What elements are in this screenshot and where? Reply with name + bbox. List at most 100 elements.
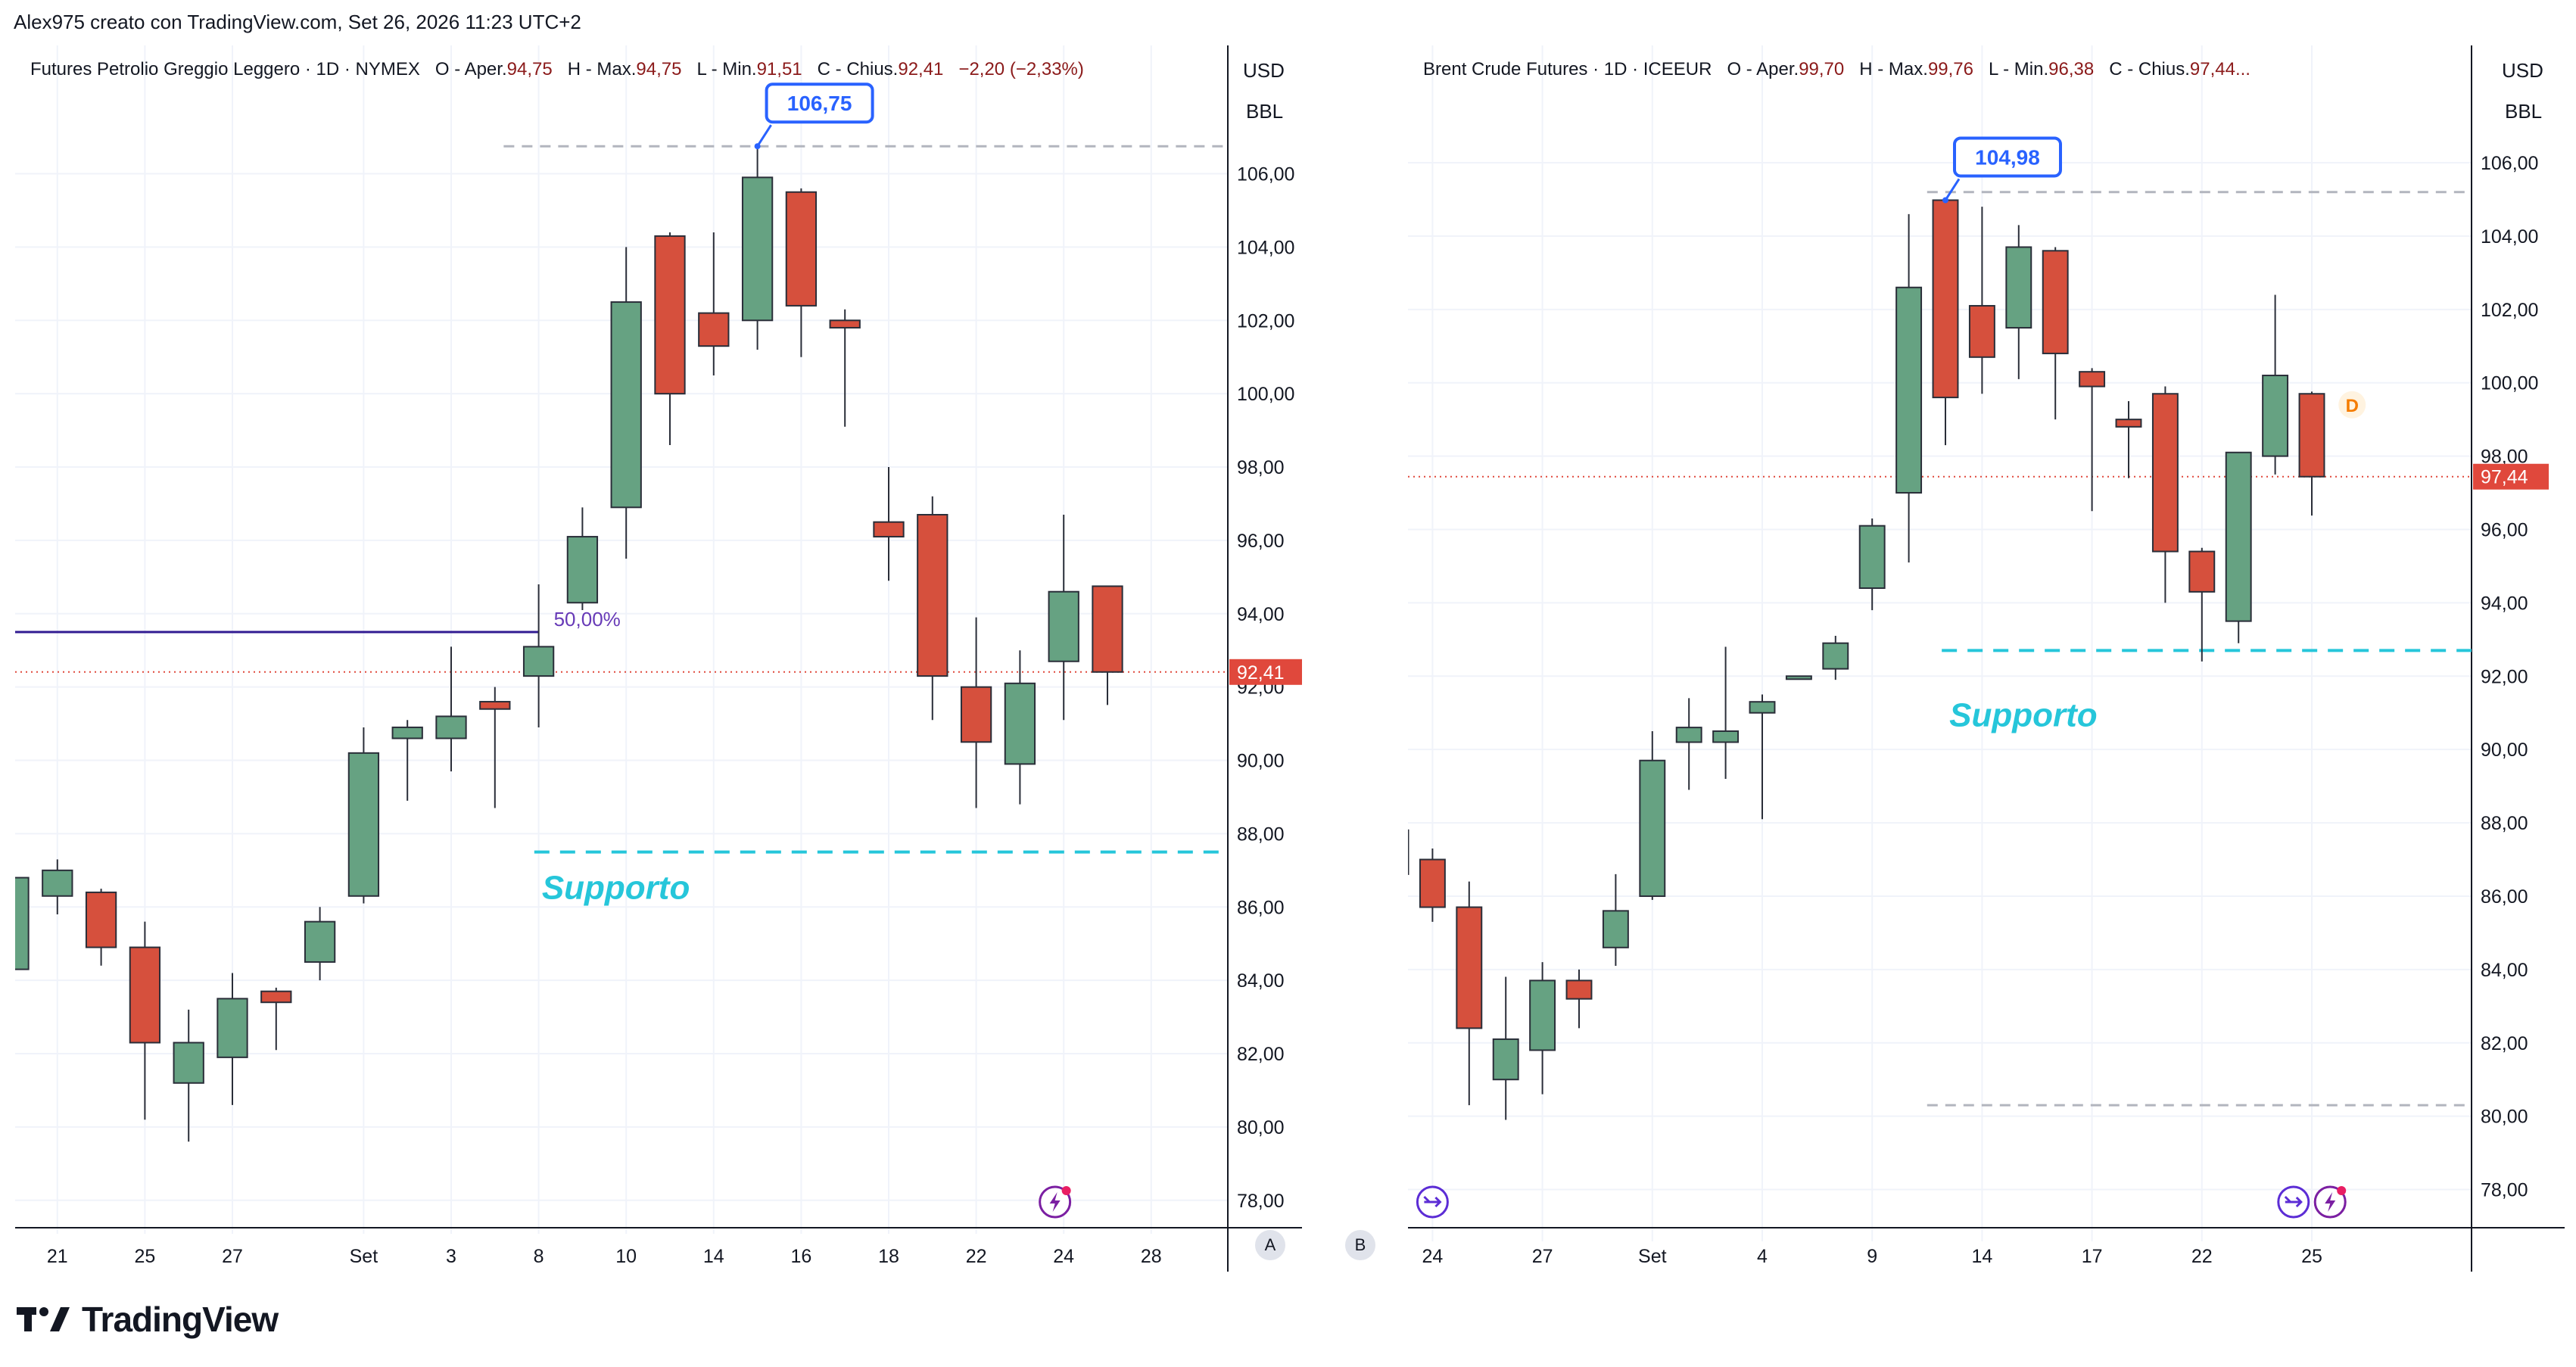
- lightning-bolt: [2325, 1192, 2336, 1212]
- candle: [1712, 646, 1740, 779]
- candle: [1785, 675, 1812, 680]
- candle-body-down: [2115, 419, 2142, 428]
- ohlc-high-label: H - Max.: [1859, 59, 1928, 79]
- y-tick-label: 84,00: [2481, 960, 2528, 981]
- x-tick-label: 27: [1532, 1246, 1553, 1267]
- chart-pane-left[interactable]: 78,00 80,00 82,00 84,00 86,00 88,00 90,00 92,00…: [15, 45, 1302, 1272]
- candle: [479, 687, 511, 808]
- candle: [1858, 518, 1886, 611]
- candle: [1895, 213, 1923, 563]
- candle: [2298, 391, 2325, 516]
- candle-body-down: [1565, 979, 1593, 1000]
- candle-body-down: [917, 514, 948, 677]
- candle-body-up: [1639, 759, 1666, 897]
- candle: [1004, 650, 1036, 805]
- lightning-event-dot: [2337, 1186, 2347, 1195]
- currency-label[interactable]: USD: [2502, 59, 2543, 82]
- candle: [1492, 976, 1519, 1120]
- candle: [2115, 400, 2142, 478]
- candle: [1822, 636, 1849, 680]
- x-tick-label: 16: [790, 1246, 811, 1267]
- candle-body-up: [1712, 730, 1740, 743]
- candle-body-up: [216, 998, 248, 1058]
- button-b[interactable]: B: [1345, 1230, 1375, 1260]
- support-label: Supporto: [1949, 696, 2098, 733]
- candle: [1565, 969, 1593, 1029]
- ohlc-close-label: C - Chius.: [817, 59, 899, 79]
- tradingview-logo: TradingView: [17, 1299, 279, 1340]
- button-a[interactable]: A: [1255, 1230, 1285, 1260]
- candle: [1749, 694, 1776, 820]
- x-tick-label: Set: [350, 1246, 378, 1267]
- ohlc-close-label: C - Chius.: [2109, 59, 2190, 79]
- candle: [1639, 730, 1666, 900]
- ohlc-open-value: 99,70: [1799, 59, 1845, 79]
- x-tick-label: 14: [1971, 1246, 1992, 1267]
- y-tick-label: 80,00: [2481, 1107, 2528, 1128]
- candle: [1968, 207, 1995, 394]
- candle-body-down: [2188, 550, 2216, 593]
- candle-body-down: [2151, 393, 2179, 553]
- y-tick-label: 106,00: [1237, 164, 1294, 185]
- x-tick-label: 27: [222, 1246, 243, 1267]
- x-tick-label: 25: [2301, 1246, 2322, 1267]
- candle: [566, 507, 599, 610]
- candle-body-down: [1092, 585, 1123, 673]
- x-tick-label: Set: [1638, 1246, 1667, 1267]
- candle: [391, 720, 423, 801]
- y-tick-label: 96,00: [2481, 520, 2528, 541]
- chart-right-title-bar: Brent Crude Futures · 1D · ICEEUR O - Ap…: [1423, 59, 2250, 80]
- lightning-event-dot: [1061, 1186, 1071, 1195]
- ohlc-high-label: H - Max.: [567, 59, 637, 79]
- y-tick-label: 88,00: [1237, 824, 1285, 845]
- candle-body-down: [129, 946, 161, 1044]
- last-price-badge: [1229, 659, 1302, 685]
- tradingview-logo-icon: [17, 1307, 70, 1331]
- high-callout-dot: [754, 143, 761, 150]
- y-tick-label: 80,00: [1237, 1117, 1285, 1138]
- ohlc-change-value: −2,20 (−2,33%): [958, 59, 1084, 79]
- dividend-marker-circle: [2338, 391, 2366, 419]
- x-tick-label: 22: [2191, 1246, 2213, 1267]
- candle: [1529, 962, 1556, 1095]
- ohlc-open-label: O - Aper.: [1727, 59, 1799, 79]
- candle: [42, 859, 73, 914]
- ohlc-low-label: L - Min.: [696, 59, 757, 79]
- unit-label[interactable]: BBL: [1246, 100, 1284, 123]
- high-callout-pointer: [756, 124, 772, 148]
- candle-body-up: [1529, 979, 1556, 1051]
- last-price-label: 92,41: [1237, 662, 1285, 684]
- candle: [435, 646, 467, 772]
- candle: [917, 496, 948, 721]
- chart-left-svg: 78,0080,0082,0084,0086,0088,0090,0092,00…: [15, 45, 1302, 1272]
- chart-right-svg: 78,00 80,00 82,00 84,00 86,00 88,00 90,00 92,00…: [1408, 45, 2565, 1272]
- chart-pane-right[interactable]: 78,00 80,00 82,00 84,00 86,00 88,00 90,00 92,00…: [1408, 45, 2565, 1272]
- lightning-bolt: [1049, 1192, 1061, 1212]
- unit-label[interactable]: BBL: [2505, 100, 2543, 123]
- y-tick-label: 100,00: [2481, 373, 2538, 394]
- candle-body-down: [960, 686, 992, 743]
- candle: [1419, 848, 1446, 922]
- candle: [216, 973, 248, 1105]
- chart-grid: [1408, 45, 2472, 1241]
- currency-label[interactable]: USD: [1243, 59, 1285, 82]
- candle-body-down: [873, 521, 905, 538]
- y-tick-label: 104,00: [2481, 226, 2538, 248]
- candle-body-up: [173, 1042, 204, 1084]
- high-callout-box: [1953, 136, 2062, 178]
- ohlc-high-value: 99,76: [1927, 59, 1973, 79]
- y-tick-label: 96,00: [1237, 531, 1285, 552]
- candle-body-up: [1004, 682, 1036, 765]
- chart-right-title: Brent Crude Futures · 1D · ICEEUR: [1423, 59, 1712, 79]
- y-tick-label: 88,00: [2481, 813, 2528, 834]
- candle: [698, 232, 730, 375]
- x-tick-label: 8: [534, 1246, 544, 1267]
- x-tick-label: 10: [615, 1246, 637, 1267]
- candle: [522, 584, 555, 727]
- x-tick-label: 24: [1422, 1246, 1443, 1267]
- x-tick-label: 28: [1141, 1246, 1162, 1267]
- candle-body-down: [654, 235, 686, 395]
- candle: [260, 987, 292, 1051]
- x-tick-label: 17: [2082, 1246, 2103, 1267]
- candle: [960, 617, 992, 808]
